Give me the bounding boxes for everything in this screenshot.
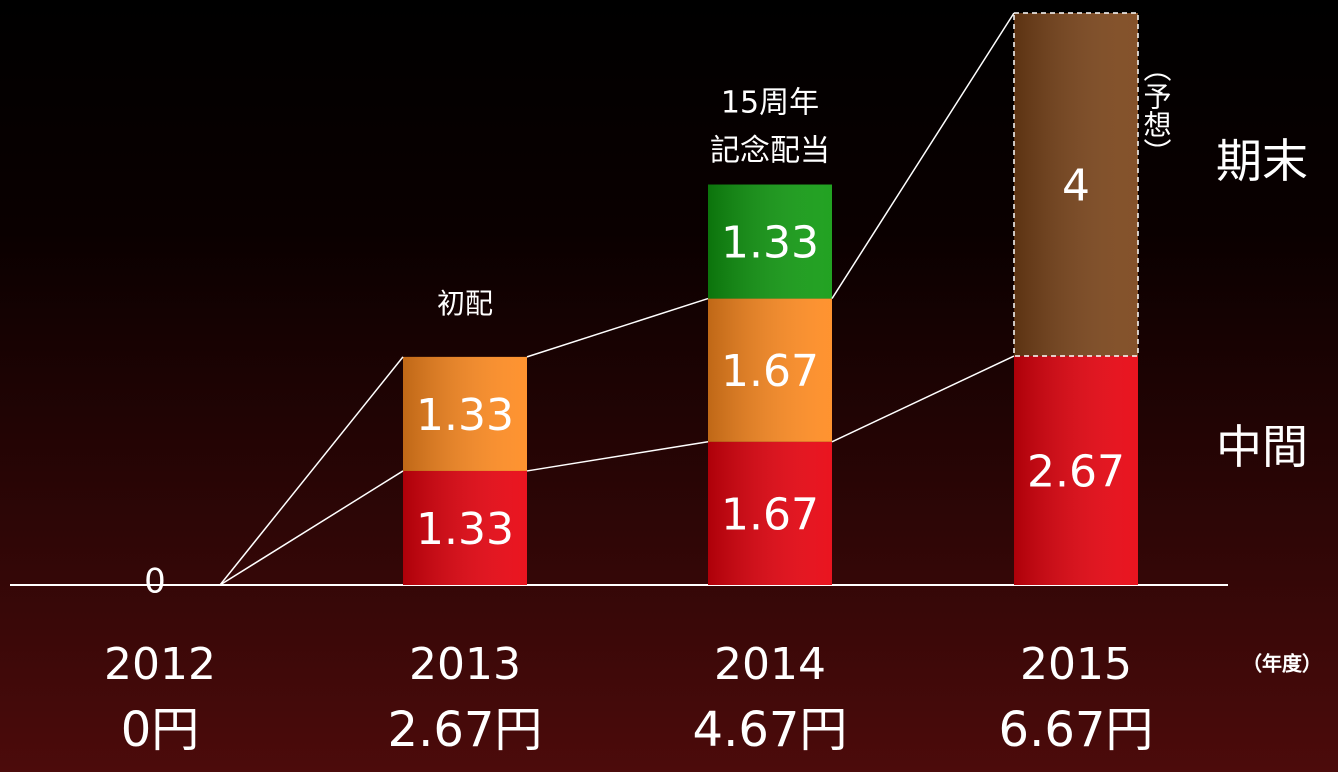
bar-shade	[1014, 13, 1138, 357]
bar-shade	[708, 184, 832, 299]
value-label: 0	[144, 562, 166, 602]
total-label: 6.67円	[999, 702, 1154, 758]
annotation-vertical: （予想）	[1140, 54, 1173, 166]
bar-shade	[708, 298, 832, 442]
x-tick-label: 2012	[104, 639, 216, 690]
value-label: 1.67	[721, 489, 819, 540]
value-label: 2.67	[1027, 447, 1125, 498]
connector	[831, 355, 1015, 443]
annotation: 15周年	[721, 86, 819, 121]
value-label: 1.67	[721, 346, 819, 397]
value-label: 1.33	[416, 390, 514, 441]
value-label: 1.33	[416, 504, 514, 555]
value-label: 1.33	[721, 218, 819, 269]
connector	[526, 441, 709, 472]
total-label: 2.67円	[388, 702, 543, 758]
legend-label: 期末	[1216, 134, 1308, 188]
bar-shade	[708, 441, 832, 585]
connector	[219, 356, 404, 586]
legend-label: 中間	[1216, 420, 1308, 474]
value-label: 4	[1062, 161, 1090, 212]
bar-shade	[1014, 356, 1138, 585]
bar-shade	[403, 470, 527, 585]
x-tick-label: 2013	[409, 639, 521, 690]
annotation: 初配	[437, 287, 493, 320]
connector	[219, 470, 404, 586]
connector	[526, 297, 709, 358]
annotation: 記念配当	[710, 134, 830, 169]
x-unit: （年度）	[1242, 652, 1322, 676]
connector	[831, 12, 1015, 299]
total-label: 0円	[121, 702, 200, 758]
bar-shade	[403, 356, 527, 471]
x-tick-label: 2015	[1020, 639, 1132, 690]
x-tick-label: 2014	[714, 639, 826, 690]
total-label: 4.67円	[693, 702, 848, 758]
